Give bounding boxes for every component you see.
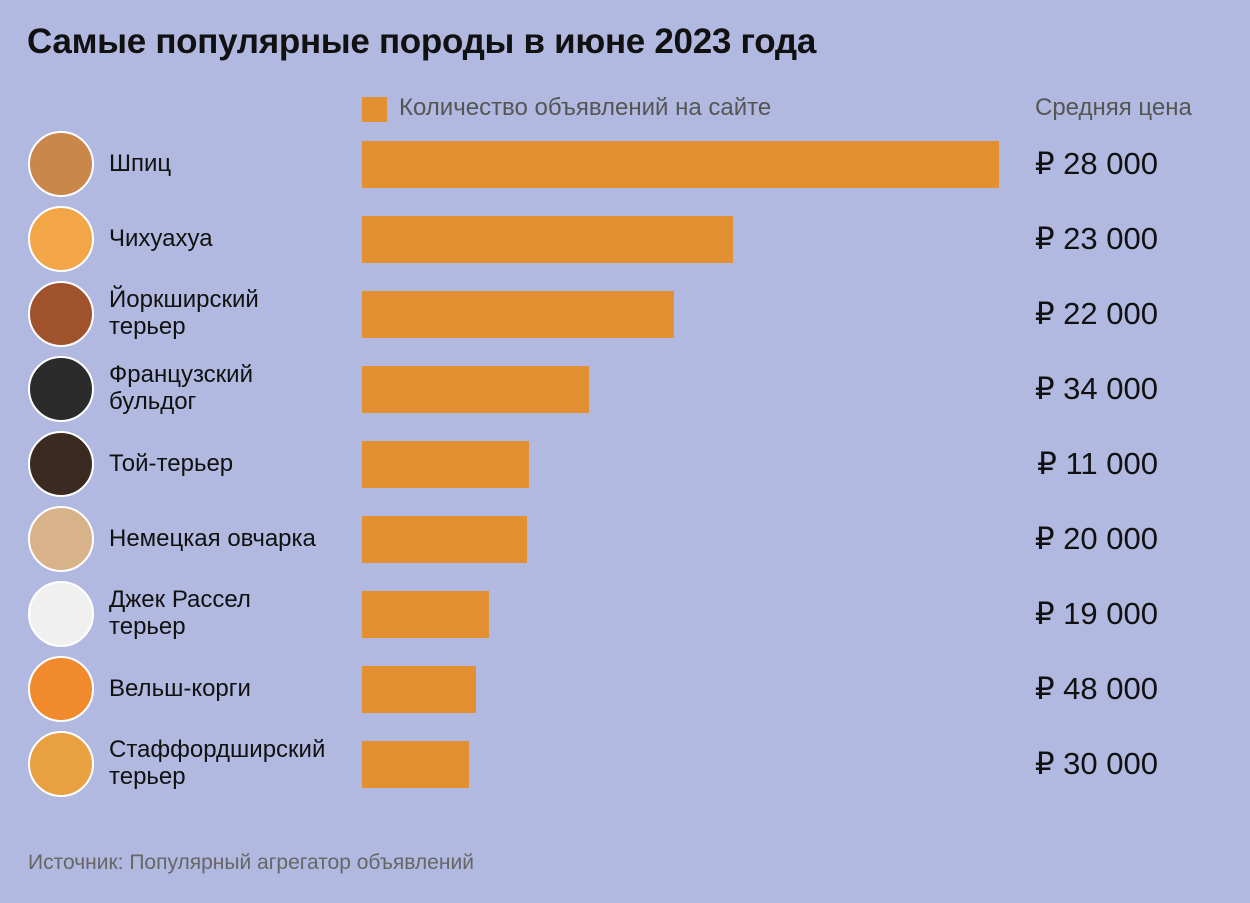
bar: [362, 665, 476, 713]
price-label: ₽ 22 000: [1034, 296, 1158, 331]
price-label: ₽ 23 000: [1034, 221, 1158, 256]
category-label: Джек Рассел терьер: [109, 586, 251, 640]
bar: [362, 590, 489, 638]
price-label: ₽ 11 000: [1037, 446, 1158, 481]
bar: [362, 740, 469, 788]
bar: [362, 440, 529, 488]
dog-icon: [28, 731, 94, 797]
dog-icon: [28, 506, 94, 572]
legend-swatch: [362, 97, 387, 122]
dog-icon: [28, 581, 94, 647]
bar: [362, 215, 733, 263]
price-label: ₽ 28 000: [1034, 146, 1158, 181]
source: Источник: Популярный агрегатор объявлени…: [28, 851, 474, 874]
bar: [362, 515, 527, 563]
category-label: Вельш-корги: [109, 674, 251, 702]
dog-icon: [28, 206, 94, 272]
price-label: ₽ 20 000: [1034, 521, 1158, 556]
price-label: ₽ 48 000: [1034, 671, 1158, 706]
bar: [362, 365, 589, 413]
dog-icon: [28, 356, 94, 422]
price-label: ₽ 34 000: [1034, 371, 1158, 406]
price-label: ₽ 19 000: [1034, 596, 1158, 631]
category-label: Стаффордширский терьер: [109, 736, 326, 790]
category-label: Шпиц: [109, 149, 172, 177]
legend-label: Количество объявлений на сайте: [399, 94, 772, 121]
chart-title: Самые популярные породы в июне 2023 года: [27, 22, 816, 61]
dog-icon: [28, 281, 94, 347]
category-label: Йоркширский терьер: [109, 286, 259, 340]
category-label: Той-терьер: [109, 449, 234, 477]
category-label: Французский бульдог: [109, 361, 253, 415]
category-label: Чихуахуа: [109, 224, 213, 252]
dog-icon: [28, 431, 94, 497]
bar: [362, 290, 674, 338]
dog-icon: [28, 656, 94, 722]
dog-icon: [28, 131, 94, 197]
price-header: Средняя цена: [1035, 94, 1192, 121]
bar: [362, 140, 999, 188]
category-label: Немецкая овчарка: [109, 524, 316, 552]
price-label: ₽ 30 000: [1034, 746, 1158, 781]
